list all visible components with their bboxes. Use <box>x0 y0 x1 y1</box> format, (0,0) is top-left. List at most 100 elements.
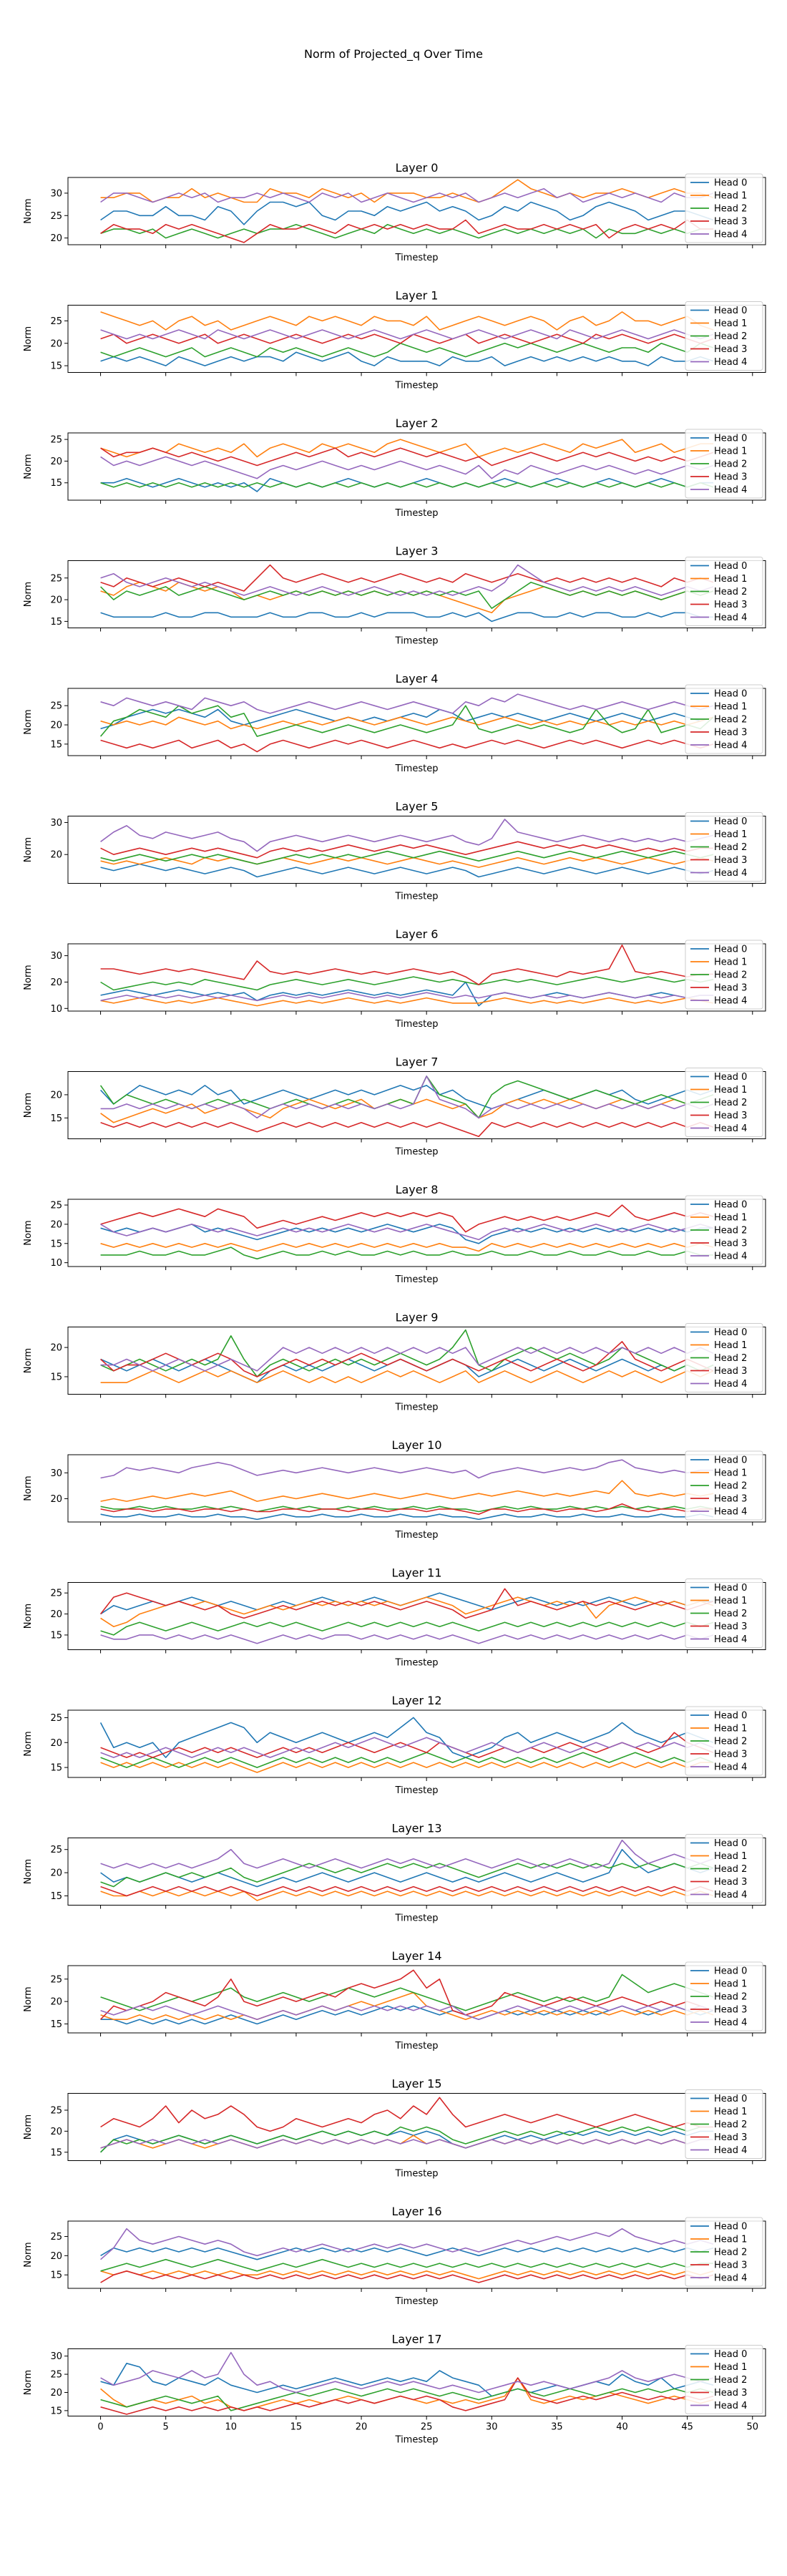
y-tick-label: 20 <box>50 1609 62 1620</box>
y-tick-label: 20 <box>50 595 62 606</box>
legend-box <box>685 684 763 754</box>
legend-entry: Head 3 <box>714 1239 747 1249</box>
legend-entry: Head 2 <box>714 970 747 981</box>
x-axis-label: Timestep <box>395 381 439 391</box>
x-tick-label: 50 <box>747 2422 759 2433</box>
y-tick-label: 15 <box>50 739 62 750</box>
legend-box <box>685 429 763 499</box>
legend-entry: Head 0 <box>714 689 747 700</box>
y-axis-label: Norm <box>23 2242 34 2267</box>
x-axis-label: Timestep <box>395 1658 439 1669</box>
legend-entry: Head 1 <box>714 1596 747 1606</box>
subplot-title: Layer 0 <box>396 161 439 175</box>
series-line-head-0 <box>100 612 714 623</box>
plot-frame <box>67 177 766 245</box>
legend-entry: Head 0 <box>714 2094 747 2104</box>
series-line-head-4 <box>100 187 714 203</box>
plot-frame <box>67 1454 766 1523</box>
series-line-head-1 <box>100 1762 714 1773</box>
y-axis-label: Norm <box>23 837 34 862</box>
legend: Head 0 Head 1 Head 2 Head 3 Head 4 <box>685 1706 763 1776</box>
series-line-head-0 <box>100 2247 714 2260</box>
y-tick-label: 15 <box>50 361 62 372</box>
legend-entry: Head 3 <box>714 1621 747 1632</box>
series-line-head-4 <box>100 1737 714 1758</box>
series-line-head-0 <box>100 201 714 225</box>
series-line-head-2 <box>100 1863 714 1888</box>
legend-entry: Head 3 <box>714 1494 747 1505</box>
x-axis-label: Timestep <box>395 253 439 263</box>
legend-entry: Head 1 <box>714 318 747 329</box>
subplot-title: Layer 3 <box>396 545 439 558</box>
series-line-head-1 <box>100 1243 714 1252</box>
series-line-head-1 <box>100 997 714 1007</box>
x-axis-label: Timestep <box>395 1019 439 1030</box>
x-tick-label: 25 <box>421 2422 433 2433</box>
plot-frame <box>67 2220 766 2289</box>
series-line-head-4 <box>100 1224 714 1241</box>
series-line-head-1 <box>100 1890 714 1901</box>
y-axis-label: Norm <box>23 709 34 734</box>
y-axis-label: Norm <box>23 1348 34 1373</box>
legend-entry: Head 3 <box>714 2388 747 2399</box>
legend-entry: Head 1 <box>714 702 747 713</box>
series-line-head-4 <box>100 693 714 714</box>
series-line-head-4 <box>100 1459 714 1479</box>
series-line-head-1 <box>100 1098 714 1123</box>
legend-entry: Head 1 <box>714 1085 747 1096</box>
x-axis-label: Timestep <box>395 763 439 774</box>
series-line-head-4 <box>100 2228 714 2260</box>
x-axis-label: Timestep <box>395 1147 439 1158</box>
subplot-title: Layer 11 <box>391 1566 441 1580</box>
legend: Head 0 Head 1 Head 2 Head 3 Head 4 <box>685 1068 763 1137</box>
series-line-head-2 <box>100 223 714 239</box>
series-line-head-2 <box>100 2388 714 2411</box>
legend: Head 0 Head 1 Head 2 Head 3 Head 4 <box>685 1961 763 2031</box>
plot-frame <box>67 1199 766 1267</box>
y-tick-label: 20 <box>50 977 62 988</box>
series-line-head-0 <box>100 1848 714 1888</box>
legend-entry: Head 3 <box>714 728 747 738</box>
legend-entry: Head 2 <box>714 1353 747 1364</box>
legend-entry: Head 1 <box>714 2107 747 2117</box>
legend: Head 0 Head 1 Head 2 Head 3 Head 4 <box>685 173 763 243</box>
legend-entry: Head 2 <box>714 842 747 853</box>
legend: Head 0 Head 1 Head 2 Head 3 Head 4 <box>685 812 763 882</box>
legend-box <box>685 1323 763 1392</box>
series-line-head-3 <box>100 1122 714 1138</box>
y-tick-label: 20 <box>50 2251 62 2262</box>
legend-entry: Head 0 <box>714 2222 747 2233</box>
y-tick-label: 30 <box>50 951 62 962</box>
legend-entry: Head 2 <box>714 1226 747 1236</box>
series-line-head-3 <box>100 333 714 344</box>
legend: Head 0 Head 1 Head 2 Head 3 Head 4 <box>685 429 763 499</box>
subplot-title: Layer 16 <box>391 2205 441 2218</box>
y-axis-label: Norm <box>23 965 34 990</box>
y-tick-label: 20 <box>50 2388 62 2399</box>
series-line-head-3 <box>100 1503 714 1515</box>
legend-entry: Head 4 <box>714 1379 747 1390</box>
legend-entry: Head 2 <box>714 204 747 215</box>
plot-frame <box>67 1965 766 2034</box>
plot-frame <box>67 560 766 628</box>
legend-entry: Head 4 <box>714 1507 747 1518</box>
legend-entry: Head 3 <box>714 344 747 355</box>
plot-frame <box>67 1709 766 1778</box>
legend-entry: Head 2 <box>714 459 747 470</box>
legend-entry: Head 0 <box>714 434 747 444</box>
series-line-head-4 <box>100 1347 714 1372</box>
legend-entry: Head 1 <box>714 957 747 968</box>
x-axis-label: Timestep <box>395 1274 439 1285</box>
x-axis-label: Timestep <box>395 1913 439 1924</box>
plot-frame <box>67 1838 766 1906</box>
legend-box <box>685 1834 763 1903</box>
y-axis-label: Norm <box>23 454 34 479</box>
series-line-head-3 <box>100 945 714 985</box>
legend-entry: Head 4 <box>714 357 747 368</box>
legend-entry: Head 4 <box>714 1762 747 1773</box>
series-line-head-4 <box>100 564 714 596</box>
